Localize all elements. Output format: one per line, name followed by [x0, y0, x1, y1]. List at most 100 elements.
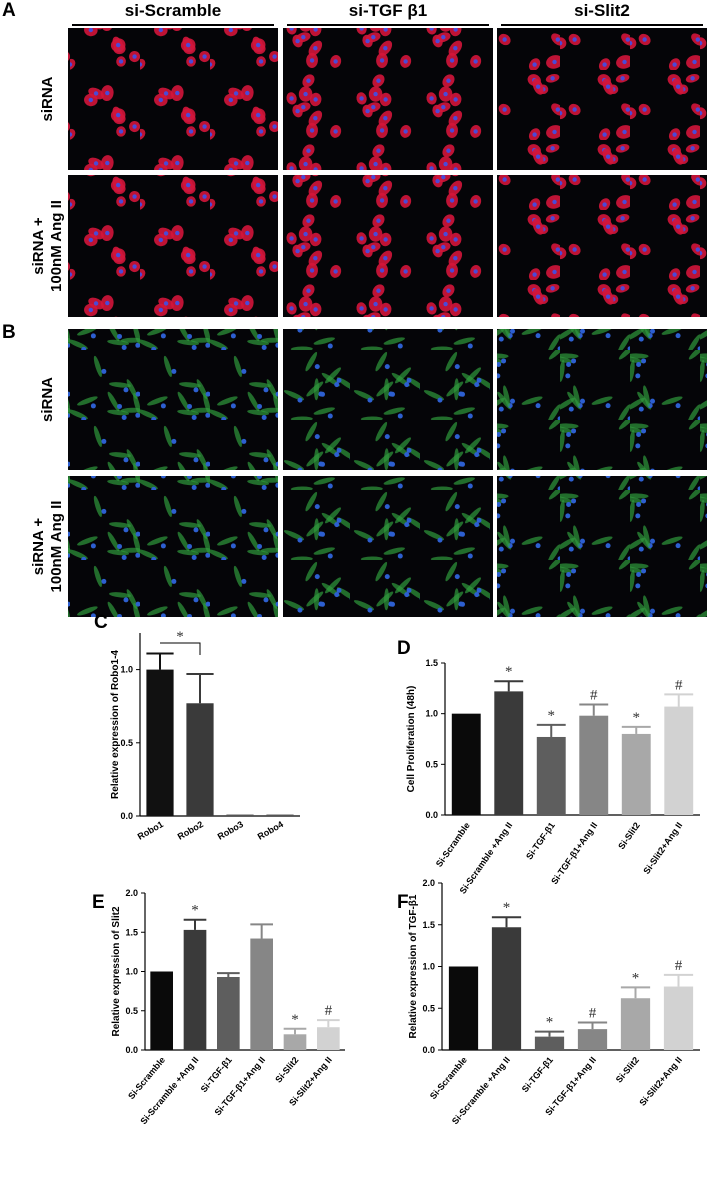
panel-label: E	[92, 892, 105, 913]
bar	[226, 814, 254, 816]
y-tick-label: 2.0	[422, 878, 435, 888]
y-tick-label: 0.0	[425, 810, 438, 820]
x-tick-label: Si-TGF-β1	[520, 1055, 555, 1094]
bar	[266, 814, 294, 816]
x-tick-label: Si-Scramble	[434, 820, 472, 868]
x-tick-label: Si-Scramble	[428, 1055, 469, 1101]
bar	[663, 986, 694, 1050]
x-tick-label: Si-TGF-β1+Ang II	[549, 820, 599, 886]
micrograph	[497, 175, 707, 317]
significance-mark: *	[191, 903, 199, 919]
x-tick-label: Si-Slit2	[273, 1055, 300, 1085]
y-tick-label: 0.0	[422, 1045, 435, 1055]
column-header: si-Slit2	[574, 1, 630, 20]
y-tick-label: 1.5	[125, 927, 138, 937]
micrograph	[283, 28, 493, 170]
bar	[451, 713, 481, 815]
bar	[494, 691, 524, 815]
x-tick-label: Robo1	[136, 819, 165, 842]
bar	[491, 927, 522, 1050]
y-tick-label: 0.5	[120, 738, 133, 748]
y-tick-label: 1.0	[125, 967, 138, 977]
x-tick-label: Si-TGF-β1	[199, 1055, 234, 1094]
micrograph	[497, 329, 707, 470]
bar	[283, 1034, 307, 1050]
micrograph	[283, 175, 493, 317]
x-tick-label: Si-TGF-β1	[524, 820, 557, 861]
significance-mark: *	[633, 710, 641, 726]
panel-label: B	[2, 322, 16, 343]
y-tick-label: 0.5	[425, 759, 438, 769]
row-label: siRNA	[39, 377, 56, 422]
micrograph	[283, 476, 493, 617]
x-tick-label: Si-Slit2	[614, 1055, 641, 1085]
column-header: si-TGF β1	[349, 1, 427, 20]
bar	[577, 1029, 608, 1050]
y-tick-label: 0.5	[422, 1003, 435, 1013]
bar	[317, 1027, 340, 1050]
significance-mark: *	[632, 970, 640, 986]
row-label: 100nM Ang II	[48, 501, 65, 593]
bar	[250, 938, 273, 1050]
y-axis-label: Relative expression of Slit2	[111, 906, 122, 1036]
micrograph	[497, 476, 707, 617]
micrograph	[283, 329, 493, 470]
y-tick-label: 0.0	[120, 811, 133, 821]
x-tick-label: Robo4	[256, 819, 285, 842]
bar	[534, 1036, 565, 1050]
y-axis-label: Relative expression of TGF-β1	[408, 894, 419, 1038]
micrograph	[68, 175, 278, 317]
significance-mark: #	[675, 677, 683, 693]
bar	[664, 706, 694, 815]
x-tick-label: Robo2	[176, 819, 205, 842]
y-tick-label: 2.0	[125, 888, 138, 898]
significance-mark: #	[590, 688, 598, 704]
x-tick-label: Si-Slit2+Ang II	[641, 820, 684, 876]
bar	[448, 966, 479, 1050]
bar	[620, 998, 651, 1050]
micrograph	[68, 329, 278, 470]
row-label: siRNA +	[30, 217, 47, 275]
significance-mark: *	[503, 900, 511, 916]
bar	[621, 733, 651, 815]
significance-mark: *	[546, 1015, 554, 1031]
micrograph	[497, 28, 707, 170]
panel-label: F	[397, 892, 409, 913]
micrograph	[68, 28, 278, 170]
y-tick-label: 1.5	[422, 920, 435, 930]
y-tick-label: 0.5	[125, 1006, 138, 1016]
y-axis-label: Relative expression of Robo1-4	[110, 650, 121, 799]
x-tick-label: Si-Scramble +Ang II	[138, 1055, 200, 1126]
significance-mark: *	[176, 629, 184, 645]
y-tick-label: 1.0	[120, 665, 133, 675]
column-header: si-Scramble	[125, 1, 221, 20]
significance-mark: *	[548, 708, 556, 724]
row-label: 100nM Ang II	[48, 200, 65, 292]
bar	[186, 703, 214, 816]
y-tick-label: 1.0	[422, 962, 435, 972]
significance-bracket	[160, 642, 201, 655]
x-tick-label: Robo3	[216, 819, 245, 842]
panel-label: D	[397, 638, 411, 659]
significance-mark: #	[589, 1005, 597, 1021]
micrograph	[68, 476, 278, 617]
bar	[217, 976, 240, 1050]
significance-mark: #	[675, 958, 683, 974]
y-tick-label: 0.0	[125, 1045, 138, 1055]
significance-mark: *	[291, 1012, 299, 1028]
bar	[183, 929, 207, 1050]
x-tick-label: Si-Slit2+Ang II	[637, 1055, 684, 1108]
row-label: siRNA +	[30, 518, 47, 576]
x-tick-label: Si-Slit2	[616, 820, 642, 851]
bar	[146, 669, 174, 816]
y-axis-label: Cell Proliferation (48h)	[406, 686, 417, 793]
significance-mark: #	[325, 1003, 333, 1019]
row-label: siRNA	[39, 76, 56, 121]
panel-label: A	[2, 0, 16, 21]
bar	[150, 971, 173, 1050]
panel-label: C	[94, 612, 108, 633]
bar	[579, 715, 609, 815]
y-tick-label: 1.0	[425, 709, 438, 719]
bar	[536, 736, 566, 815]
